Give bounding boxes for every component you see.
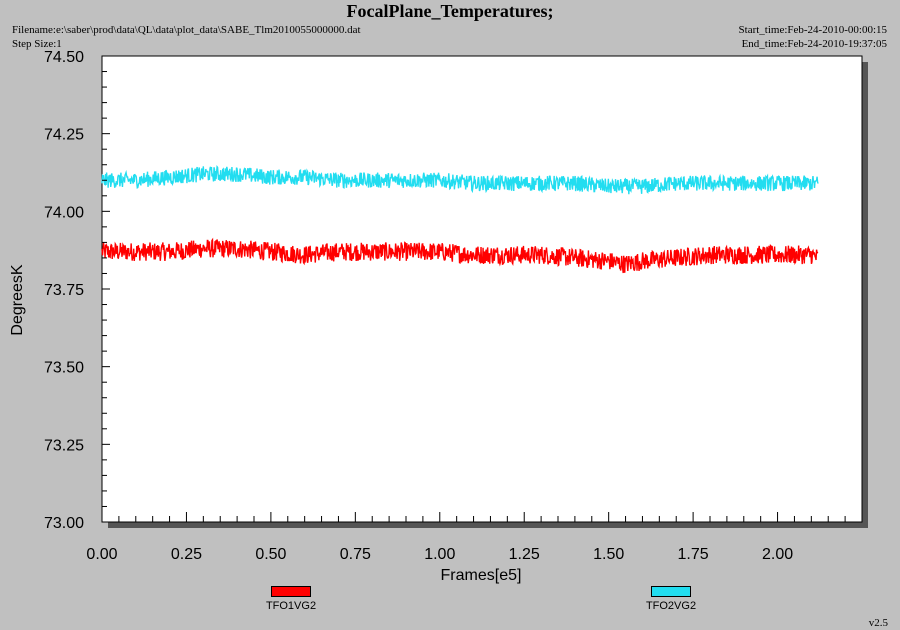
- series-line-tfo2vg2: [101, 165, 819, 195]
- x-tick-label: 0.75: [340, 546, 371, 563]
- series-line-tfo1vg2: [101, 237, 819, 274]
- y-tick-label: 73.25: [44, 437, 84, 454]
- axis-layer: 73.00 73.25 73.50 73.75 74.00 74.25 74.50 0.00 0…: [44, 49, 863, 563]
- legend-swatch-tfo1vg2: [271, 586, 311, 597]
- version-label: v2.5: [868, 617, 888, 629]
- legend-label-tfo2vg2: TFO2VG2: [645, 600, 697, 612]
- y-axis-label: DegreesK: [9, 264, 26, 335]
- x-tick-label: 1.25: [509, 546, 540, 563]
- plot-area: [101, 55, 863, 523]
- x-tick-label: 0.00: [86, 546, 117, 563]
- x-tick-label: 2.00: [762, 546, 793, 563]
- chart-title: FocalPlane_Temperatures;: [346, 1, 554, 21]
- file-info: Filename:e:\saber\prod\data\QL\data\plot…: [12, 23, 361, 51]
- x-tick-label: 1.50: [593, 546, 624, 563]
- step-size-text: Step Size:1: [12, 38, 62, 50]
- x-axis-label: Frames[e5]: [441, 567, 522, 584]
- y-tick-label: 74.50: [44, 49, 84, 66]
- start-time-text: Start_time:Feb-24-2010-00:00:15: [738, 24, 887, 36]
- y-tick-label: 74.25: [44, 127, 84, 144]
- filename-text: Filename:e:\saber\prod\data\QL\data\plot…: [12, 24, 361, 36]
- series-layer: [101, 165, 819, 274]
- x-tick-label: 1.75: [678, 546, 709, 563]
- y-tick-label: 73.75: [44, 282, 84, 299]
- legend-swatch-tfo2vg2: [651, 586, 691, 597]
- legend-label-tfo1vg2: TFO1VG2: [265, 600, 317, 612]
- time-info: Start_time:Feb-24-2010-00:00:15 End_time…: [739, 23, 887, 51]
- y-tick-label: 74.00: [44, 204, 84, 221]
- x-tick-label: 0.25: [171, 546, 202, 563]
- end-time-text: End_time:Feb-24-2010-19:37:05: [741, 38, 887, 50]
- x-tick-label: 0.50: [255, 546, 286, 563]
- y-tick-label: 73.50: [44, 360, 84, 377]
- x-tick-label: 1.00: [424, 546, 455, 563]
- y-tick-label: 73.00: [44, 515, 84, 532]
